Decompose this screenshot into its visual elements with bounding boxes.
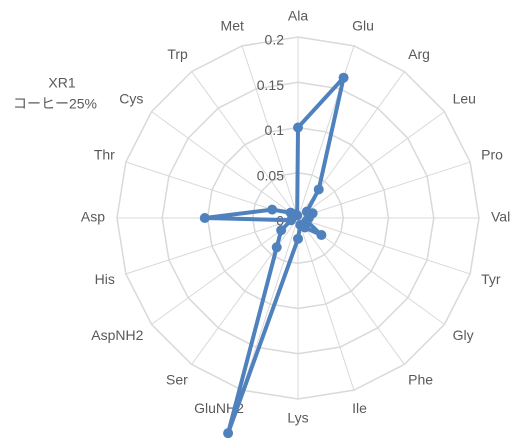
point <box>293 122 303 133</box>
tick-label: 0.1 <box>265 122 285 138</box>
category-label: Phe <box>408 371 433 387</box>
category-label: Glu <box>352 18 374 34</box>
point <box>223 428 234 438</box>
spoke <box>297 217 471 275</box>
spoke <box>241 217 299 391</box>
point <box>293 233 303 244</box>
point <box>313 184 324 195</box>
category-label: Thr <box>94 147 115 163</box>
category-label: Ala <box>288 8 308 24</box>
spoke <box>241 45 299 219</box>
point <box>338 72 349 83</box>
point <box>292 210 303 221</box>
category-label: His <box>95 271 115 287</box>
spoke <box>125 217 299 275</box>
category-label: AspNH2 <box>91 327 143 343</box>
category-label: Leu <box>453 91 476 107</box>
spoke <box>297 161 471 219</box>
category-label: Arg <box>408 46 430 62</box>
spoke <box>297 111 445 219</box>
point <box>271 242 282 253</box>
category-label: Met <box>221 18 244 34</box>
category-label: Ile <box>352 400 367 416</box>
category-label: Asp <box>81 209 105 225</box>
tick-label: 0.15 <box>257 77 284 93</box>
category-label: Lys <box>287 410 308 426</box>
category-label: Cys <box>119 91 143 107</box>
point <box>295 219 306 230</box>
category-label: Tyr <box>481 271 501 287</box>
tick-label: 0.05 <box>257 167 284 183</box>
point <box>267 204 278 215</box>
point <box>199 213 210 223</box>
spoke <box>297 217 355 391</box>
spoke <box>151 111 299 219</box>
spoke <box>151 217 299 325</box>
spoke <box>191 217 299 365</box>
category-label: Gly <box>453 327 474 343</box>
chart-title: XR1 <box>48 75 75 91</box>
point <box>276 225 287 236</box>
tick-label: 0.2 <box>265 32 285 48</box>
category-label: Trp <box>167 46 188 62</box>
category-label: Ser <box>166 371 188 387</box>
chart-title: コーヒー25% <box>13 96 97 112</box>
category-label: Val <box>491 209 510 225</box>
category-label: Pro <box>481 147 503 163</box>
spoke <box>191 71 299 219</box>
point <box>316 230 327 241</box>
spoke <box>297 45 355 219</box>
spoke <box>297 217 405 365</box>
